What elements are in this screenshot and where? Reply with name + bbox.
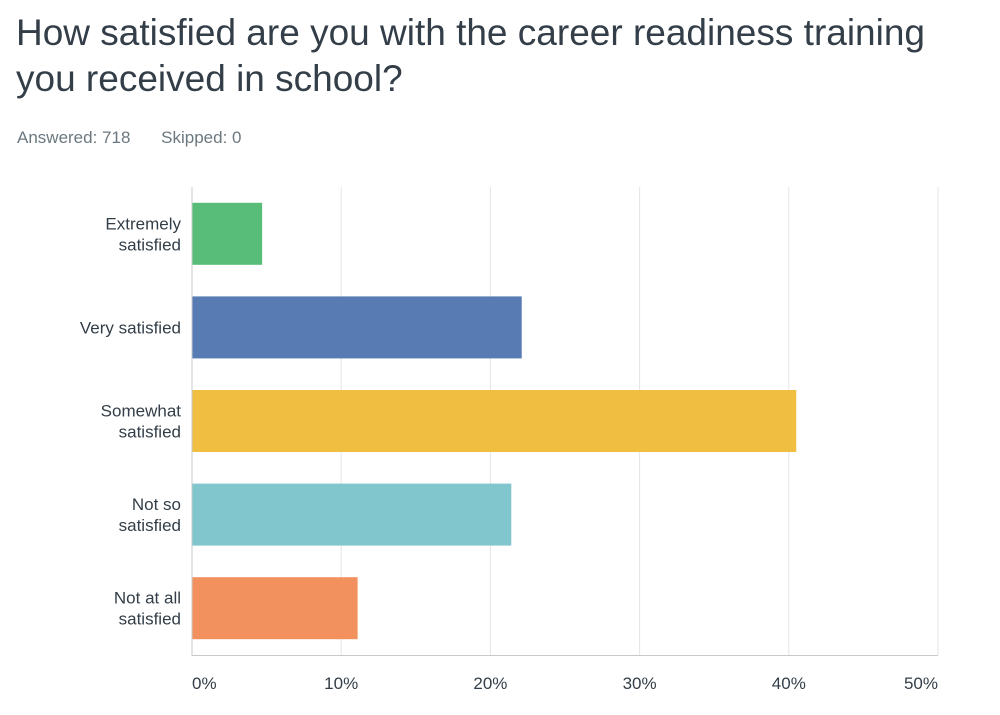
category-label-0-1: satisfied (119, 235, 181, 254)
bar-2 (192, 390, 797, 452)
category-label-1-0: Very satisfied (80, 318, 181, 337)
x-tick-label-0: 0% (192, 674, 217, 693)
category-label-2-0: Somewhat (101, 402, 182, 421)
answered-count: Answered: 718 (17, 128, 131, 147)
category-label-2-1: satisfied (119, 423, 181, 442)
category-label-3-0: Not so (132, 495, 181, 514)
skipped-count: Skipped: 0 (161, 128, 242, 147)
x-tick-label-40: 40% (772, 674, 806, 693)
bar-4 (192, 577, 358, 640)
category-label-0-0: Extremely (105, 214, 181, 233)
bar-0 (192, 202, 263, 265)
category-label-4-1: satisfied (119, 610, 181, 629)
x-tick-label-30: 30% (623, 674, 657, 693)
x-tick-label-10: 10% (324, 674, 358, 693)
question-title: How satisfied are you with the career re… (16, 12, 926, 99)
x-tick-label-20: 20% (473, 674, 507, 693)
response-stats: Answered: 718 Skipped: 0 (17, 128, 267, 148)
bar-3 (192, 483, 512, 546)
x-tick-label-50: 50% (904, 674, 938, 693)
category-label-4-0: Not at all (114, 589, 181, 608)
bar-1 (192, 296, 522, 359)
category-label-3-1: satisfied (119, 516, 181, 535)
